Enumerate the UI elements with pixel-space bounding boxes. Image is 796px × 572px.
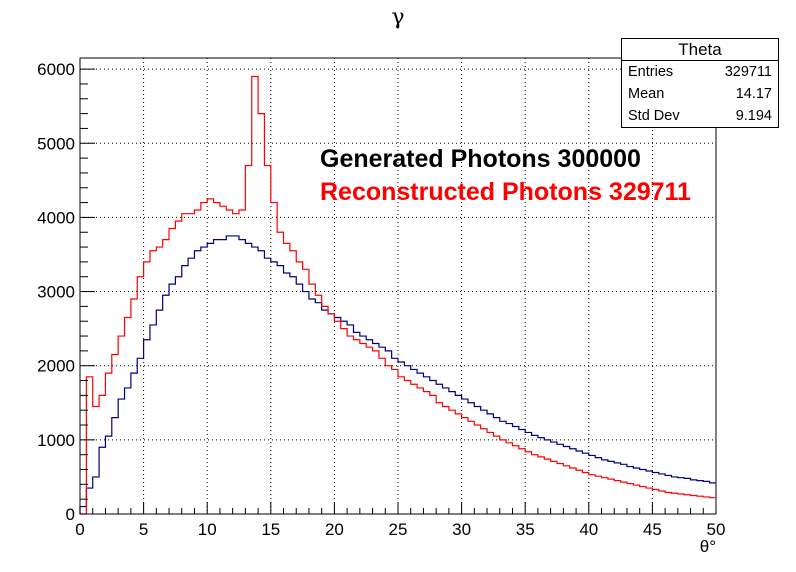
x-tick-label: 20 xyxy=(325,520,344,539)
x-tick-label: 30 xyxy=(452,520,471,539)
stats-label: Entries xyxy=(628,64,674,80)
stats-box: Theta Entries 329711 Mean 14.17 Std Dev … xyxy=(621,38,779,128)
x-tick-label: 15 xyxy=(261,520,280,539)
series-line xyxy=(79,235,716,514)
x-tick-label: 40 xyxy=(579,520,598,539)
x-tick-label: 25 xyxy=(389,520,408,539)
x-tick-label: 50 xyxy=(707,520,726,539)
x-tick-labels: 0 5 10 15 20 25 30 35 40 45 50 xyxy=(75,520,725,539)
stats-row-entries: Entries 329711 xyxy=(622,61,778,83)
y-tick-label: 4000 xyxy=(37,208,75,227)
y-tick-labels: 0 1000 2000 3000 4000 5000 6000 xyxy=(37,60,75,524)
x-axis-title: θ° xyxy=(700,537,716,556)
x-tick-label: 5 xyxy=(139,520,148,539)
grid-lines xyxy=(80,58,716,514)
stats-title: Theta xyxy=(622,39,778,61)
x-tick-label: 0 xyxy=(75,520,84,539)
y-tick-label: 1000 xyxy=(37,431,75,450)
x-tick-label: 35 xyxy=(516,520,535,539)
series-generated xyxy=(79,235,716,514)
y-tick-label: 2000 xyxy=(37,357,75,376)
stats-row-stddev: Std Dev 9.194 xyxy=(622,105,778,127)
axis-ticks xyxy=(79,68,717,515)
y-tick-label: 5000 xyxy=(37,134,75,153)
stats-value: 329711 xyxy=(724,64,772,80)
annotation-generated: Generated Photons 300000 xyxy=(320,145,641,173)
stats-label: Std Dev xyxy=(628,108,680,124)
series-line xyxy=(80,75,716,515)
x-tick-label: 45 xyxy=(643,520,662,539)
stats-label: Mean xyxy=(628,86,665,102)
y-tick-label: 0 xyxy=(66,505,75,524)
stats-value: 14.17 xyxy=(735,86,772,102)
stats-row-mean: Mean 14.17 xyxy=(622,83,778,105)
annotation-reconstructed: Reconstructed Photons 329711 xyxy=(320,178,691,206)
x-tick-label: 10 xyxy=(198,520,217,539)
series-reconstructed xyxy=(80,75,716,515)
stats-value: 9.194 xyxy=(735,108,772,124)
y-tick-label: 6000 xyxy=(37,60,75,79)
chart-title: γ xyxy=(391,5,404,30)
series-layer xyxy=(79,75,716,515)
y-tick-label: 3000 xyxy=(37,283,75,302)
